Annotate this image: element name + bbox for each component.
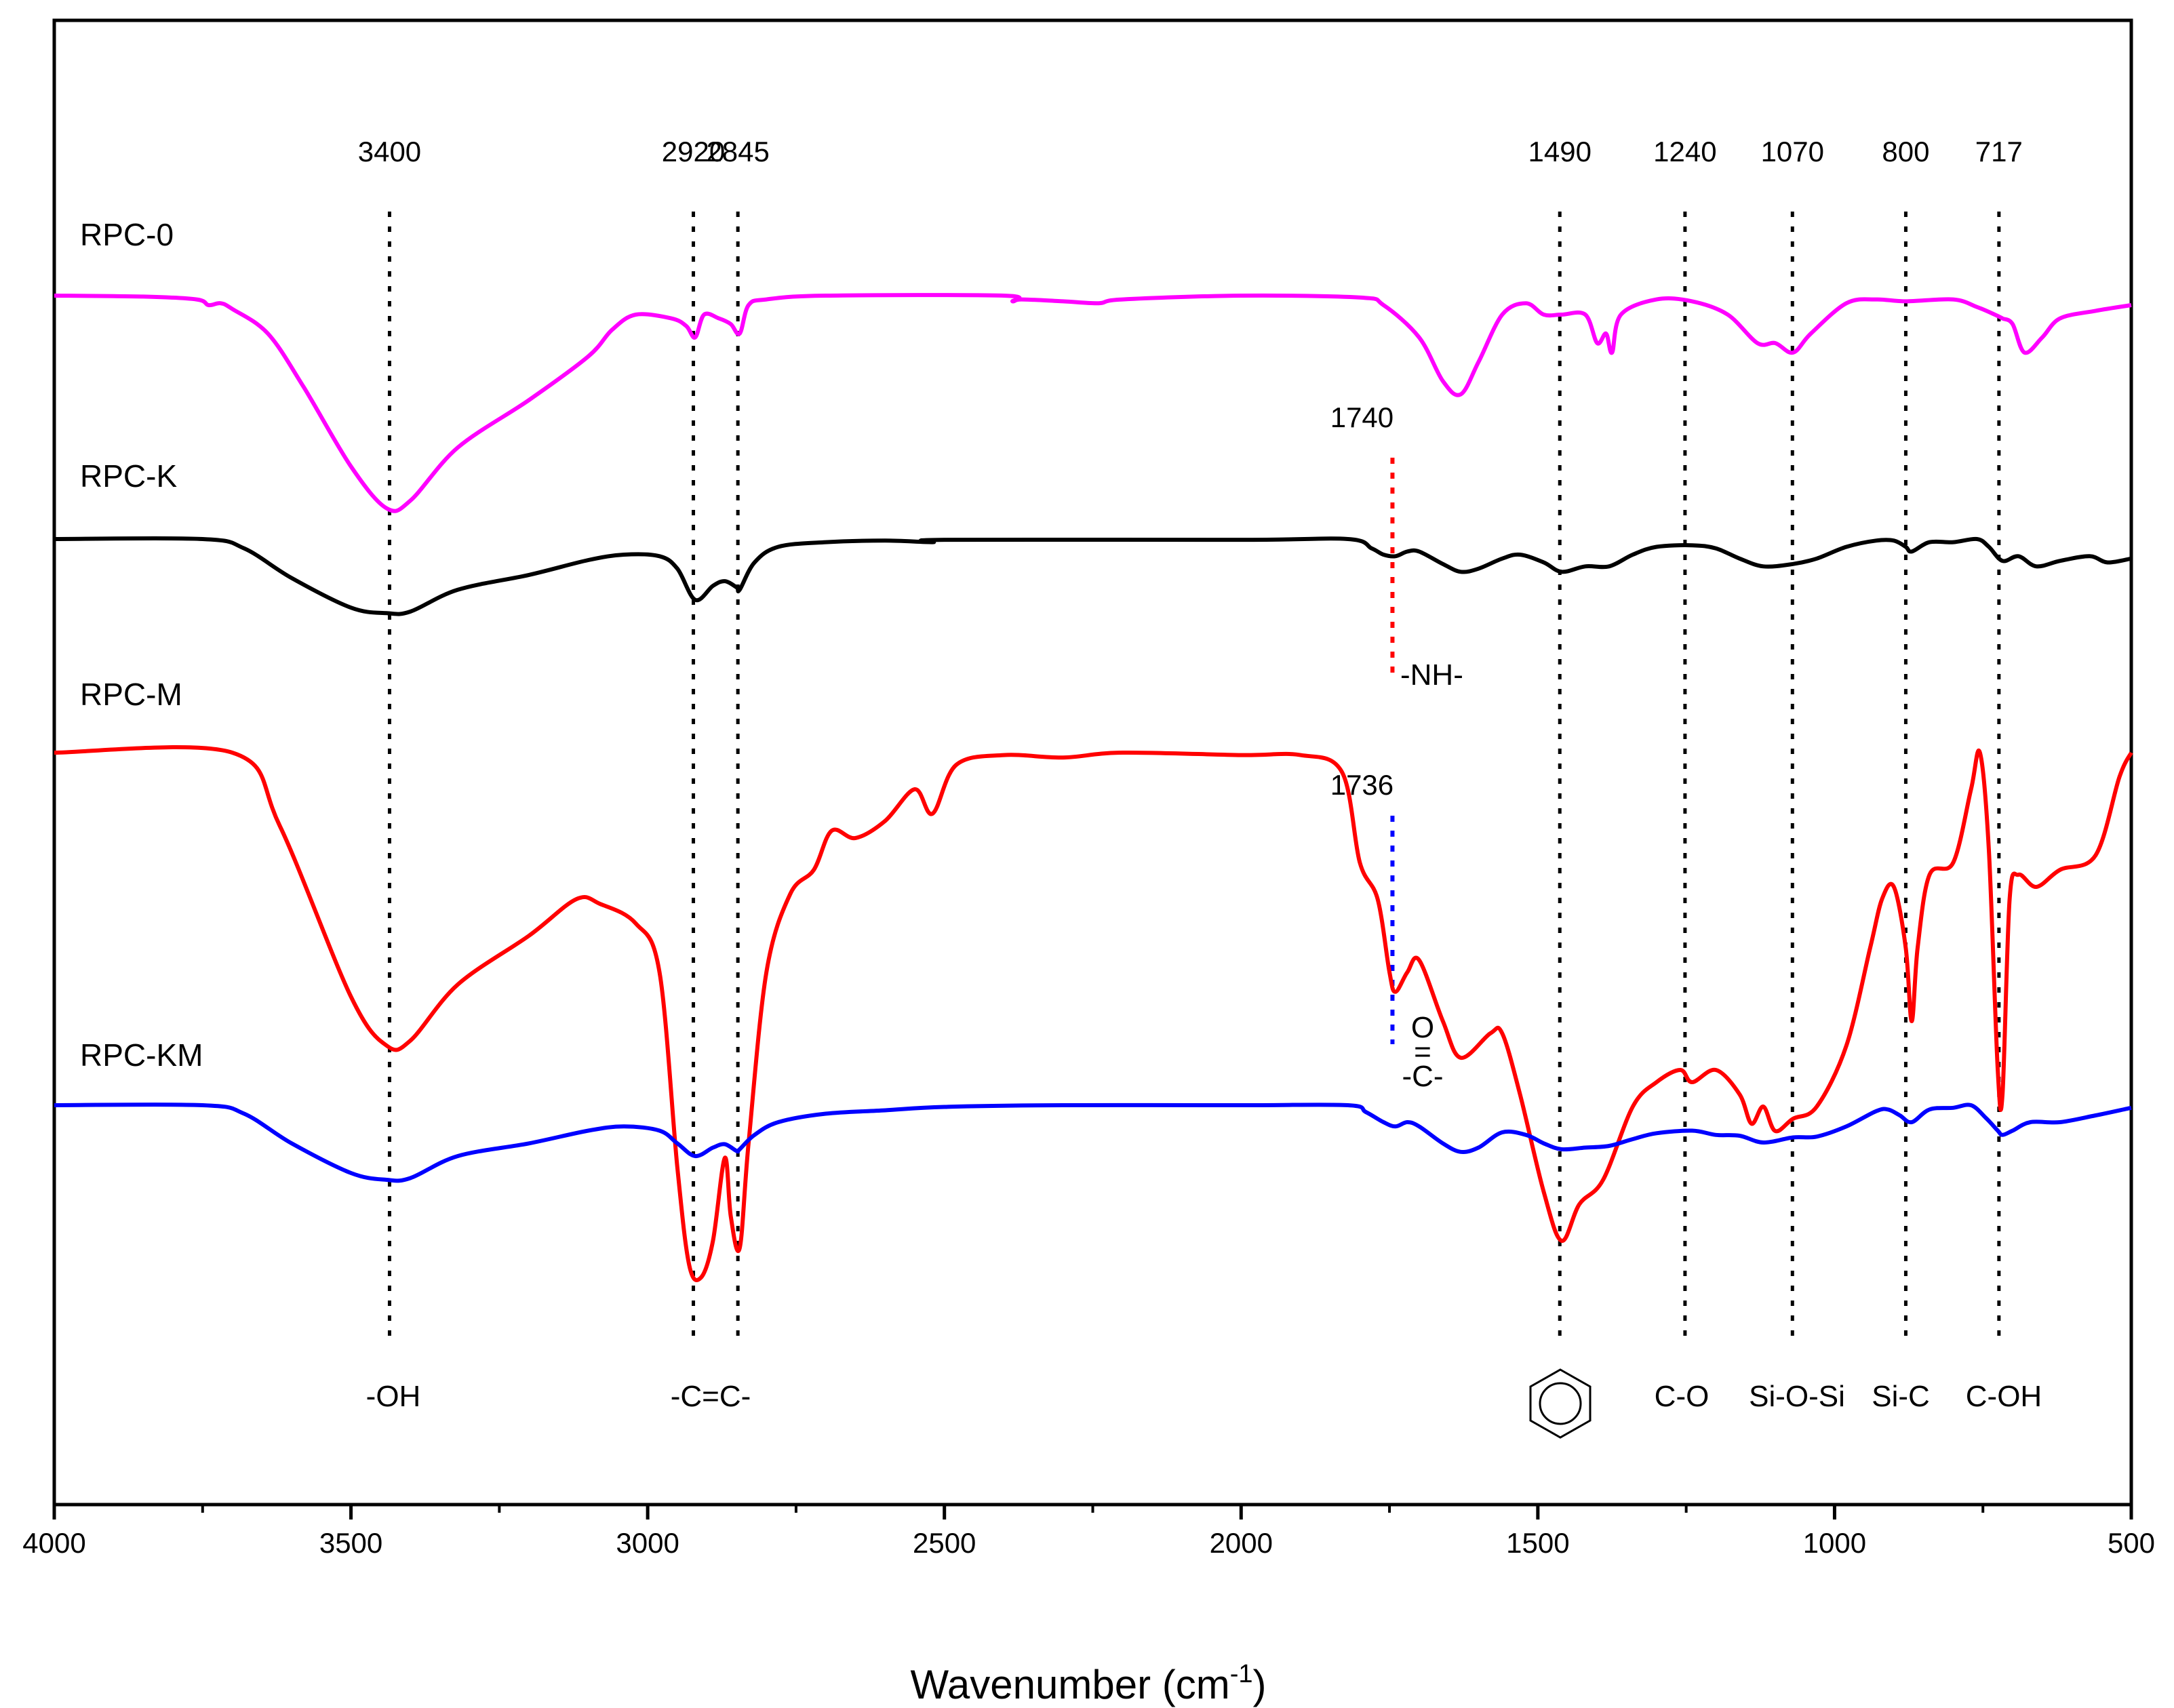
series-line-rpc-m <box>54 745 2133 1282</box>
assign-co: C-O <box>1655 1380 1709 1413</box>
series-labels: RPC-0 RPC-K RPC-M RPC-KM <box>80 217 203 1073</box>
series-label-rpc-m: RPC-M <box>80 677 182 712</box>
x-axis-title-sup: -1 <box>1230 1660 1253 1688</box>
peak-label-2845: 2845 <box>706 136 769 167</box>
series-line-rpc-0 <box>54 293 2132 513</box>
peak-label-1070: 1070 <box>1761 136 1824 167</box>
marker-label-1736: 1736 <box>1330 769 1394 801</box>
assign-sic: Si-C <box>1872 1380 1930 1413</box>
x-tick-label-2500: 2500 <box>913 1527 976 1559</box>
spectra <box>54 293 2133 1282</box>
assign-oh: -OH <box>366 1380 421 1413</box>
peak-label-1490: 1490 <box>1528 136 1592 167</box>
assign-carbonyl-eq: = <box>1414 1035 1431 1069</box>
assign-carbonyl-c: -C- <box>1402 1060 1443 1093</box>
x-tick-label-2000: 2000 <box>1210 1527 1273 1559</box>
x-tick-label-4000: 4000 <box>22 1527 85 1559</box>
x-tick-label-3000: 3000 <box>616 1527 679 1559</box>
x-tick-label-3500: 3500 <box>319 1527 382 1559</box>
benzene-ring-icon <box>1529 1368 1592 1439</box>
x-tick-label-1000: 1000 <box>1803 1527 1866 1559</box>
marker-label-1740: 1740 <box>1330 401 1394 433</box>
x-tick-label-1500: 1500 <box>1506 1527 1569 1559</box>
assign-siosi: Si-O-Si <box>1749 1380 1845 1413</box>
x-axis-ticks: 4000 3500 3000 2500 2000 1500 1000 500 <box>22 1505 2155 1559</box>
assign-coh: C-OH <box>1966 1380 2042 1413</box>
peak-label-3400: 3400 <box>358 136 421 167</box>
x-axis-title-close: ) <box>1253 1662 1267 1707</box>
assign-carbonyl-o: O <box>1411 1011 1434 1044</box>
x-tick-label-500: 500 <box>2108 1527 2155 1559</box>
assign-cc: -C=C- <box>671 1380 751 1413</box>
peak-label-1240: 1240 <box>1653 136 1716 167</box>
peak-label-2920: 2920 <box>662 136 725 167</box>
plot-frame <box>52 18 2133 1507</box>
series-label-rpc-0: RPC-0 <box>80 217 174 252</box>
series-line-rpc-km <box>54 1103 2132 1183</box>
series-label-rpc-k: RPC-K <box>80 458 177 494</box>
series-label-rpc-km: RPC-KM <box>80 1037 203 1073</box>
x-axis-title-main: Wavenumber (cm <box>911 1662 1230 1707</box>
peak-assignments: -OH -C=C- C-O Si-O-Si Si-C C-OH -NH- O =… <box>366 658 2042 1439</box>
x-axis-title: Wavenumber (cm-1) <box>911 1660 1267 1707</box>
series-line-rpc-k <box>54 536 2132 616</box>
assign-nh: -NH- <box>1400 658 1463 692</box>
peak-label-717: 717 <box>1975 136 2023 167</box>
peak-label-800: 800 <box>1882 136 1929 167</box>
